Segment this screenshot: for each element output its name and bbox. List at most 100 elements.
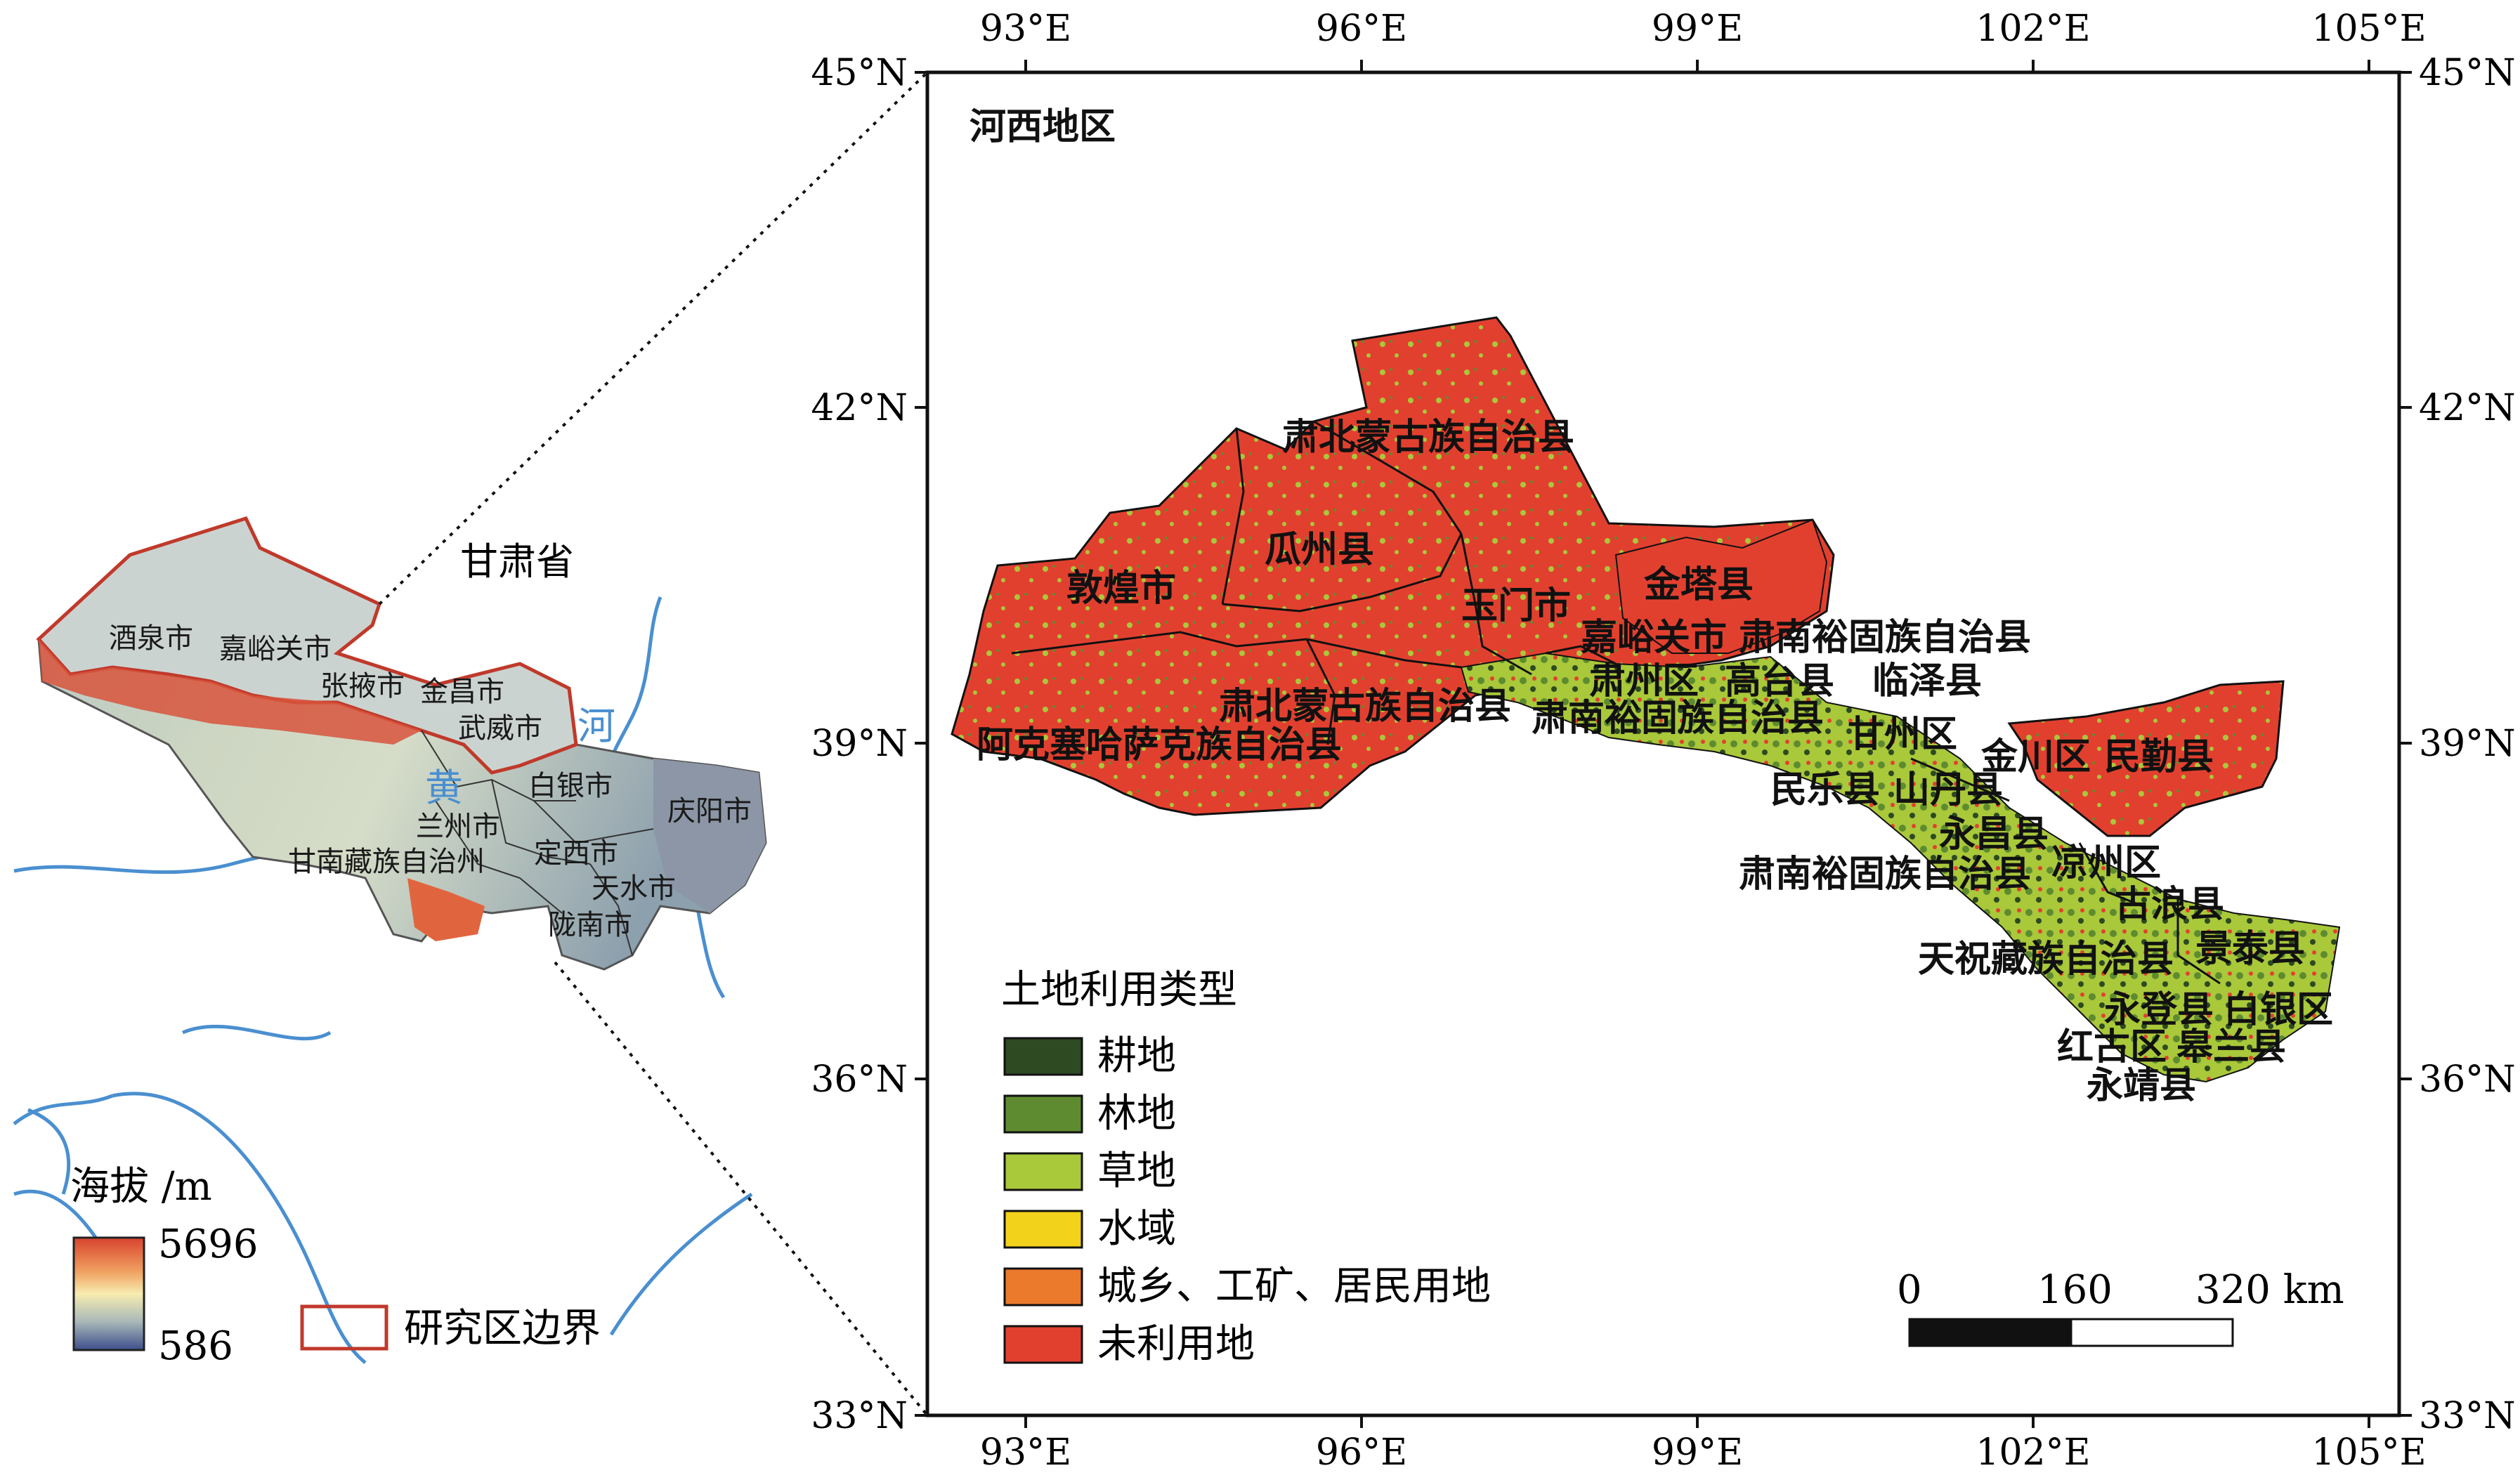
scale-bar-black (1908, 1318, 2072, 1347)
city-label-qingyang: 庆阳市 (667, 795, 752, 827)
boundary-legend-swatch (300, 1304, 389, 1351)
legend-swatch (1003, 1152, 1083, 1191)
city-label-gannan: 甘南藏族自治州 (288, 846, 485, 878)
landuse-legend-title: 土地利用类型 (1001, 967, 1237, 1013)
county-label: 永靖县 (2087, 1064, 2196, 1107)
legend-label: 城乡、工矿、居民用地 (1097, 1264, 1491, 1309)
lat-label: 39°N (811, 723, 908, 765)
legend-item-forest: 林地 (1003, 1091, 1176, 1137)
county-label: 金塔县 (1643, 563, 1754, 606)
study-area-boundary (36, 516, 578, 775)
county-label: 永登县 (2104, 988, 2214, 1031)
city-label-jiayuguan: 嘉峪关市 (219, 633, 332, 665)
lon-label: 96°E (1316, 8, 1407, 50)
graticule-ticks (915, 60, 2412, 1428)
county-labels: 肃北蒙古族自治县 瓜州县 敦煌市 玉门市 金塔县 嘉峪关市 肃南裕固族自治县 肃… (977, 416, 2333, 1107)
city-label-jiuquan: 酒泉市 (109, 622, 193, 655)
county-label: 民勤县 (2104, 735, 2214, 778)
legend-label: 水域 (1097, 1206, 1176, 1252)
county-label: 皋兰县 (2176, 1026, 2286, 1068)
county-label: 玉门市 (1461, 584, 1571, 627)
county-label: 阿克塞哈萨克族自治县 (977, 723, 1342, 766)
county-label: 敦煌市 (1066, 567, 1176, 610)
county-label: 嘉峪关市 (1581, 616, 1727, 659)
lon-label: 93°E (980, 1432, 1071, 1474)
river-label-he: 河 (577, 704, 615, 748)
legend-swatch (1003, 1037, 1083, 1076)
county-label: 肃南裕固族自治县 (1739, 853, 2031, 896)
county-label: 肃北蒙古族自治县 (1282, 416, 1574, 459)
county-label: 肃州区 (1589, 660, 1699, 702)
lon-label: 96°E (1316, 1432, 1407, 1474)
county-label: 瓜州县 (1265, 528, 1374, 571)
legend-item-built-up: 城乡、工矿、居民用地 (1003, 1264, 1491, 1309)
legend-swatch (1003, 1267, 1083, 1307)
gannan-region (407, 878, 485, 941)
lon-label: 99°E (1652, 1432, 1743, 1474)
legend-item-unused: 未利用地 (1003, 1321, 1255, 1367)
landuse-regions (951, 316, 2341, 1083)
lon-label: 105°E (2311, 8, 2426, 50)
river-label-huang: 黄 (425, 766, 463, 810)
lat-label: 45°N (811, 52, 908, 94)
map-title: 河西地区 (970, 105, 1116, 148)
city-label-tianshui: 天水市 (592, 872, 676, 905)
province-map: 甘肃省 酒泉市 嘉峪关市 张掖市 金昌市 武威市 白银市 兰州市 定西市 天水市… (13, 516, 767, 1369)
legend-item-grassland: 草地 (1003, 1148, 1176, 1194)
lat-labels-right: 45°N 42°N 39°N 36°N 33°N (2419, 52, 2516, 1437)
elevation-legend-title: 海拔 /m (70, 1164, 212, 1210)
elevation-max-label: 5696 (158, 1222, 259, 1267)
county-label: 肃南裕固族自治县 (1532, 697, 1824, 740)
legend-item-water: 水域 (1003, 1206, 1176, 1252)
scale-label-160: 160 (2037, 1267, 2113, 1313)
elevation-legend: 海拔 /m 5696 586 研究区边界 (70, 1164, 601, 1369)
county-label: 古浪县 (2115, 883, 2224, 926)
landuse-legend: 土地利用类型 耕地 林地 草地 水域 城乡、工矿、居民用地 (1001, 967, 1491, 1367)
city-label-wuwei: 武威市 (458, 712, 542, 745)
county-label: 凉州区 (2051, 841, 2161, 884)
county-label: 景泰县 (2195, 927, 2305, 970)
elevation-colorbar (72, 1236, 145, 1351)
lon-labels-top: 93°E 96°E 99°E 102°E 105°E (980, 8, 2427, 50)
county-label: 甘州区 (1848, 713, 1957, 756)
city-label-baiyin: 白银市 (528, 770, 613, 802)
city-label-longnan: 陇南市 (548, 909, 632, 941)
legend-label: 耕地 (1097, 1033, 1176, 1079)
lat-label: 33°N (2419, 1395, 2516, 1437)
lat-label: 36°N (2419, 1059, 2516, 1101)
legend-label: 未利用地 (1097, 1321, 1255, 1367)
lon-label: 102°E (1976, 8, 2090, 50)
county-label: 天祝藏族自治县 (1918, 938, 2174, 981)
qingyang-region (653, 759, 766, 913)
main-map: 河西地区 肃北蒙古族自治县 瓜州县 敦煌市 玉门市 金塔县 嘉峪关市 肃南裕固族… (811, 8, 2515, 1474)
city-label-zhangye: 张掖市 (320, 670, 405, 702)
county-label: 民乐县 (1770, 768, 1880, 811)
county-label: 红古区 (2057, 1026, 2167, 1068)
city-label-jinchang: 金昌市 (420, 676, 504, 708)
region-unused-minqin (2007, 680, 2285, 837)
lon-label: 105°E (2311, 1432, 2426, 1474)
lon-label: 99°E (1652, 8, 1743, 50)
lat-label: 45°N (2419, 52, 2516, 94)
lat-label: 42°N (811, 387, 908, 429)
legend-swatch (1003, 1210, 1083, 1249)
lon-label: 93°E (980, 8, 1071, 50)
elevation-min-label: 586 (158, 1323, 233, 1369)
county-label: 肃北蒙古族自治县 (1219, 685, 1511, 728)
scale-bar: 0 160 320 km (1897, 1267, 2344, 1347)
legend-item-cropland: 耕地 (1003, 1033, 1176, 1079)
lat-label: 33°N (811, 1395, 908, 1437)
county-label: 肃南裕固族自治县 (1739, 616, 2031, 659)
region-unused-north (951, 316, 1835, 816)
study-area-south (39, 639, 422, 745)
county-boundaries (1011, 420, 2221, 985)
lat-labels-left: 45°N 42°N 39°N 36°N 33°N (811, 52, 908, 1437)
county-label: 山丹县 (1893, 768, 2003, 811)
province-title: 甘肃省 (460, 539, 574, 584)
legend-swatch (1003, 1094, 1083, 1134)
lon-labels-bottom: 93°E 96°E 99°E 102°E 105°E (980, 1432, 2427, 1474)
region-grass-corridor (1460, 652, 2341, 1083)
city-label-dingxi: 定西市 (534, 837, 618, 870)
scale-label-0: 0 (1897, 1267, 1922, 1313)
boundary-legend-label: 研究区边界 (404, 1306, 601, 1351)
